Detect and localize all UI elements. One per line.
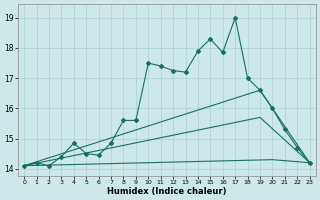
X-axis label: Humidex (Indice chaleur): Humidex (Indice chaleur): [107, 187, 227, 196]
